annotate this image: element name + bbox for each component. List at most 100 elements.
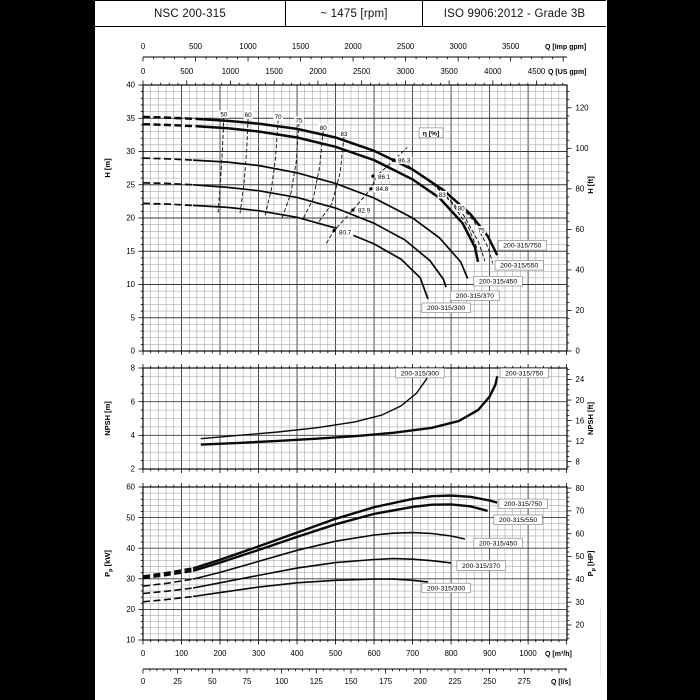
label-halo [243,111,253,119]
pump-curve-dashed-start [142,157,194,161]
axis-tick-label: 2000 [344,42,362,51]
plot-border [142,486,568,641]
axis-tick-label: 40 [576,266,585,275]
axis-tick-label: 4 [131,431,136,440]
curve-label-box [450,290,500,301]
axis-tick-label: 250 [483,677,497,686]
label-halo [395,156,413,164]
curve-label: 200-315/750 [504,501,542,508]
axis-tick-label: 120 [576,103,590,112]
pump-curve [192,503,488,572]
label-halo [219,110,229,119]
curve-label-box [473,537,523,549]
pump-curve [192,494,498,570]
curve-label-box [421,302,471,313]
axis-tick-label: 20 [126,605,135,614]
axis-tick-label: 25 [173,677,182,686]
axis-tick-label: 15 [126,247,135,256]
axis-tick-label: 200 [414,677,428,686]
label-halo [318,123,328,132]
pump-curve [196,117,499,256]
label-halo [339,129,349,138]
right-black-margin [607,0,700,700]
pump-curve-dashed-start [142,569,194,580]
efficiency-label: 75 [295,118,303,125]
axis-tick-label: 0 [141,677,146,686]
y-axis-label-right: Pp [HP] [586,550,597,576]
label-halo [294,116,304,125]
axis-tick-label: 20 [576,396,585,405]
axis-tick-label: 1000 [519,649,537,658]
efficiency-label: 83 [341,131,349,138]
label-halo [476,226,486,234]
bep-efficiency-label: 86.1 [378,174,391,181]
curve-label-box [421,582,471,594]
x-axis-unit-label: Q [m³/h] [545,651,572,658]
axis-tick-label: 4000 [484,67,502,76]
axis-tick-label: 125 [310,677,324,686]
iso-efficiency-line [281,122,300,218]
axis-tick-label: 100 [175,649,189,658]
y-axis-label-right: NPSH [ft] [586,402,595,435]
pump-curve [192,183,447,288]
iso-efficiency-line [217,116,225,213]
vertical-fineprint-illegible: ········································… [599,609,603,676]
axis-tick-label: 3500 [502,42,520,51]
axis-tick-label: 8 [576,457,580,466]
label-halo [456,204,466,212]
iso-efficiency-line [264,119,279,216]
axis-tick-label: 5 [131,313,136,322]
axis-tick-label: 75 [243,677,252,686]
curve-label-box [395,367,445,379]
axis-tick-label: 20 [576,306,585,315]
pump-curve [193,204,429,300]
axis-tick-label: 40 [126,544,135,553]
left-black-margin [0,0,95,700]
axis-tick-label: 30 [126,575,135,584]
iso-efficiency-line [317,136,345,223]
axis-tick-label: 900 [483,649,497,658]
axis-tick-label: 35 [126,114,135,123]
label-halo [336,228,354,236]
curve-label: 200-315/550 [499,517,537,524]
bep-dot [332,229,336,233]
curve-label: 200-315/450 [479,540,517,547]
axis-tick-label: 30 [126,147,135,156]
curve-label-box [493,514,543,525]
pump-curve [192,531,466,580]
pump-curve [200,376,499,446]
bep-dot [392,158,396,162]
axis-tick-label: 60 [126,483,135,492]
axis-tick-label: 150 [344,677,358,686]
pump-curve-dashed-start [142,578,194,587]
axis-tick-label: 10 [126,636,135,645]
model-label: NSC 200-315 [154,7,226,20]
axis-tick-label: 175 [379,677,393,686]
axis-tick-label: 50 [126,513,135,522]
header-speed: ~ 1475 [rpm] [285,1,422,26]
efficiency-label: 80 [320,125,328,132]
curve-label-box [473,276,523,287]
axis-tick-label: 0 [131,347,136,356]
curve-label-box [494,260,544,271]
bep-dot [369,187,373,191]
axis-tick-label: 0 [141,67,146,76]
axis-tick-label: 6 [131,397,135,406]
axis-tick-label: 1500 [266,67,284,76]
axis-tick-label: 300 [252,649,266,658]
pump-curve-dashed-start [142,595,194,603]
bep-efficiency-label: 80.7 [339,229,352,236]
header-model: NSC 200-315 [95,1,285,26]
axis-tick-label: 400 [291,649,305,658]
pump-curve [193,159,469,279]
label-halo [273,113,283,121]
curve-label: 200-315/450 [479,279,517,286]
iso-efficiency-line [239,117,249,214]
axis-tick-label: 12 [576,437,585,446]
y-axis-label-right: H [ft] [586,176,595,194]
efficiency-label: 60 [245,112,253,119]
efficiency-label: 70 [275,114,283,121]
pump-curve-dashed-start [142,202,194,207]
axis-tick-label: 100 [576,144,590,153]
axis-tick-label: 2500 [397,42,415,51]
